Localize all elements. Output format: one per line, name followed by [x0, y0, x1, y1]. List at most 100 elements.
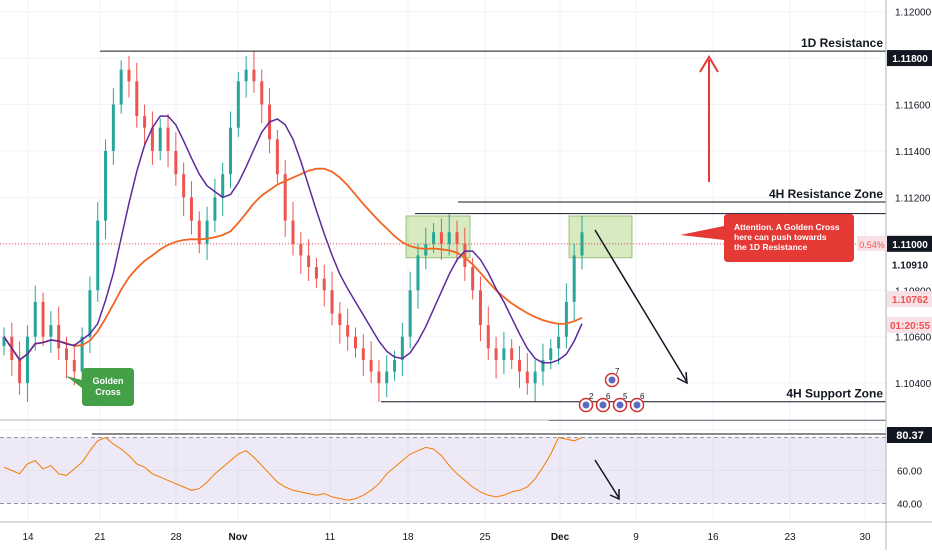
golden-cross-text: Cross: [95, 387, 121, 397]
candle-body: [236, 81, 240, 128]
candle-body: [252, 69, 256, 82]
candle-body: [385, 371, 389, 384]
rsi-down-arrowhead: [609, 489, 620, 501]
candle-body: [221, 174, 225, 198]
candle-body: [275, 139, 279, 175]
candle-body: [135, 81, 139, 117]
candle-body: [432, 232, 436, 244]
candle-body: [18, 359, 22, 384]
candle-body: [330, 290, 334, 314]
candle-body: [33, 301, 37, 337]
candle-body: [260, 81, 264, 105]
candle-body: [541, 359, 545, 372]
candle-body: [213, 197, 217, 221]
red-up-arrowhead: [699, 55, 719, 73]
candle-body: [408, 290, 412, 337]
price-tick-label: 1.10400: [895, 379, 932, 390]
candle-body: [41, 301, 45, 337]
candle-body: [182, 174, 186, 198]
candle-body: [463, 243, 467, 268]
price-tag-label: 1.10762: [892, 295, 929, 306]
time-tick-label: 30: [859, 532, 871, 543]
price-tick-label: 1.11200: [895, 193, 931, 204]
candle-body: [283, 174, 287, 221]
candle-body: [564, 301, 568, 337]
candle-body: [322, 278, 326, 291]
candle-body: [400, 336, 404, 360]
level-label: 4H Support Zone: [786, 387, 883, 401]
attention-text: here can push towards: [734, 232, 827, 242]
time-tick-label: Dec: [551, 532, 570, 543]
time-tick-label: Nov: [229, 532, 248, 543]
price-tag: [887, 50, 932, 67]
candle-body: [291, 220, 295, 244]
candle-body: [111, 104, 115, 151]
candle-body: [174, 150, 178, 175]
candle-body: [502, 348, 506, 360]
time-tick-label: 16: [707, 532, 719, 543]
candle-body: [346, 325, 350, 337]
time-tick-label: 28: [170, 532, 182, 543]
price-tick-label: 1.11600: [895, 101, 931, 112]
rsi-value-label: 80.37: [896, 430, 924, 442]
level-label: 1D Resistance: [801, 36, 883, 50]
attention-text: Attention. A Golden Cross: [734, 222, 840, 232]
candle-body: [486, 325, 490, 349]
rsi-down-arrow: [594, 459, 620, 499]
consolidation-zone: [405, 215, 471, 259]
candle-body: [229, 127, 233, 175]
candle-body: [369, 359, 373, 372]
black-down-arrowhead: [676, 371, 688, 385]
price-tag: [887, 317, 932, 334]
ma-slow-line: [3, 167, 583, 362]
rsi-value-tag: [887, 427, 932, 443]
candle-body: [314, 267, 318, 279]
price-tag-label: 1.11800: [892, 54, 928, 65]
candle-body: [377, 371, 381, 384]
economic-event-flag-icon: [616, 401, 624, 409]
candle-body: [127, 69, 131, 82]
candle-body: [244, 69, 248, 82]
golden-cross-text: Golden: [93, 376, 124, 386]
attention-text: the 1D Resistance: [734, 242, 807, 252]
candle-body: [549, 348, 553, 360]
candle-body: [353, 336, 357, 349]
candle-body: [150, 127, 154, 151]
price-tick-label: 1.12000: [895, 8, 932, 19]
candle-body: [307, 255, 311, 268]
time-tick-label: 9: [633, 532, 639, 543]
time-tick-label: 21: [94, 532, 106, 543]
candle-body: [57, 325, 61, 349]
price-tag: [887, 256, 932, 273]
event-count-label: 6: [640, 392, 645, 401]
price-axis[interactable]: [886, 0, 932, 550]
event-count-label: 6: [606, 392, 611, 401]
candle-body: [393, 359, 397, 372]
candle-body: [49, 325, 53, 337]
candle-body: [299, 243, 303, 256]
economic-event-flag-icon: [633, 401, 641, 409]
economic-event-flag-icon: [582, 401, 590, 409]
candle-body: [557, 336, 561, 349]
rsi-tick-label: 60.00: [897, 467, 922, 478]
candle-body: [439, 232, 443, 244]
time-tick-label: 11: [325, 532, 336, 543]
price-tag: [887, 235, 932, 252]
time-tick-label: 25: [479, 532, 491, 543]
candle-body: [88, 290, 92, 337]
attention-callout: [680, 214, 854, 262]
candle-body: [494, 348, 498, 360]
time-tick-label: 14: [22, 532, 34, 543]
candle-body: [189, 197, 193, 221]
candle-body: [96, 220, 100, 291]
candle-body: [119, 69, 123, 105]
change-label: 0.54%: [859, 240, 885, 250]
time-tick-label: 18: [402, 532, 414, 543]
change-badge: [857, 235, 887, 251]
rsi-line: [3, 436, 583, 501]
economic-event-flag-icon: [599, 401, 607, 409]
candle-body: [72, 359, 76, 372]
